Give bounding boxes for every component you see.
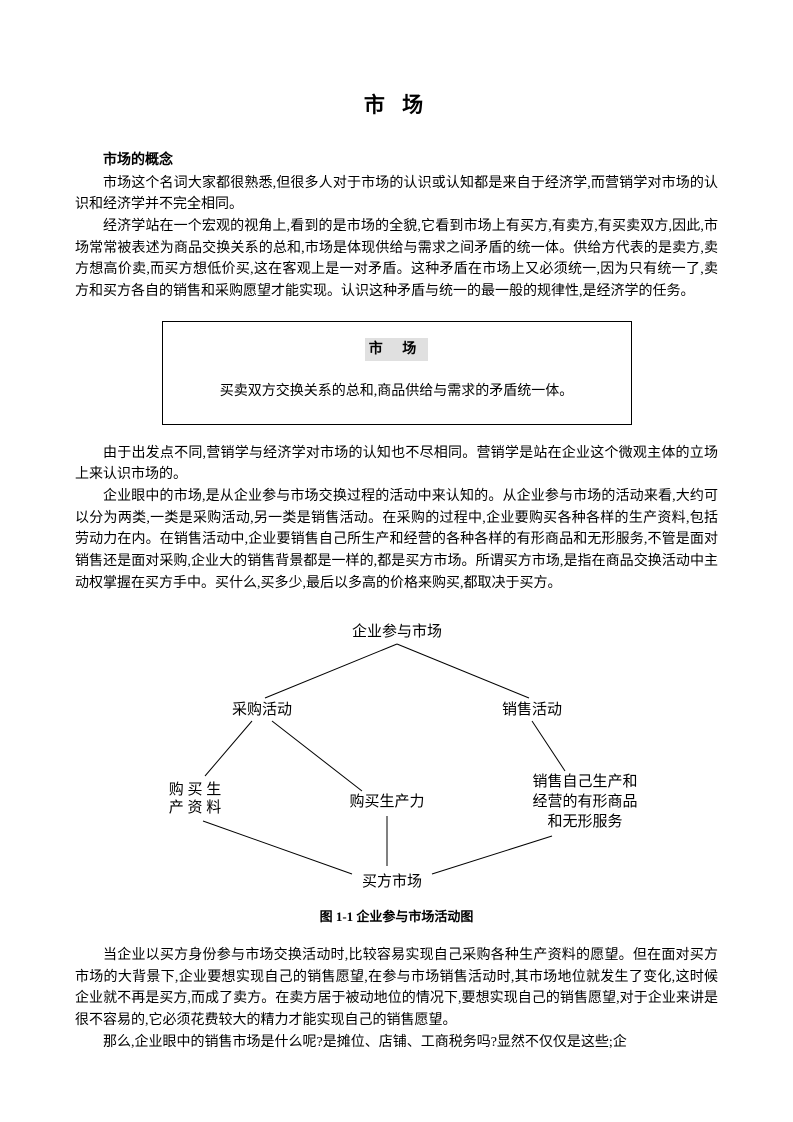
definition-box: 市 场 买卖双方交换关系的总和,商品供给与需求的矛盾统一体。 xyxy=(162,321,632,425)
node-leafA-l1: 购 买 生 xyxy=(168,781,221,798)
node-root: 企业参与市场 xyxy=(351,622,441,640)
paragraph: 市场这个名词大家都很熟悉,但很多人对于市场的认识或认知都是来自于经济学,而营销学… xyxy=(75,173,718,216)
paragraph: 经济学站在一个宏观的视角上,看到的是市场的全貌,它看到市场上有买方,有卖方,有买… xyxy=(75,216,718,303)
section-heading: 市场的概念 xyxy=(75,150,718,171)
definition-title: 市 场 xyxy=(365,338,429,361)
figure-caption: 图 1-1 企业参与市场活动图 xyxy=(75,907,718,927)
node-leafC-l1: 销售自己生产和 xyxy=(532,773,637,790)
node-right1: 销售活动 xyxy=(501,701,561,718)
tree-diagram: 企业参与市场 采购活动 销售活动 购 买 生 产 资 料 购买生产力 销售自己生… xyxy=(117,616,677,896)
node-leafC-l2: 经营的有形商品 xyxy=(532,793,637,810)
node-leafA-l2: 产 资 料 xyxy=(168,799,221,816)
diagram-figure: 企业参与市场 采购活动 销售活动 购 买 生 产 资 料 购买生产力 销售自己生… xyxy=(117,616,677,903)
node-leafC-l3: 和无形服务 xyxy=(547,813,622,830)
node-bottom: 买方市场 xyxy=(361,873,421,890)
paragraph: 由于出发点不同,营销学与经济学对市场的认知也不尽相同。营销学是站在企业这个微观主… xyxy=(75,443,718,486)
paragraph: 那么,企业眼中的销售市场是什么呢?是摊位、店铺、工商税务吗?显然不仅仅是这些;企 xyxy=(75,1032,718,1054)
page-title: 市 场 xyxy=(75,90,718,122)
node-leafB: 购买生产力 xyxy=(349,793,424,810)
paragraph: 企业眼中的市场,是从企业参与市场交换过程的活动中来认知的。从企业参与市场的活动来… xyxy=(75,486,718,594)
node-left1: 采购活动 xyxy=(231,701,291,718)
paragraph: 当企业以买方身份参与市场交换活动时,比较容易实现自己采购各种生产资料的愿望。但在… xyxy=(75,945,718,1032)
definition-body: 买卖双方交换关系的总和,商品供给与需求的矛盾统一体。 xyxy=(181,381,613,402)
